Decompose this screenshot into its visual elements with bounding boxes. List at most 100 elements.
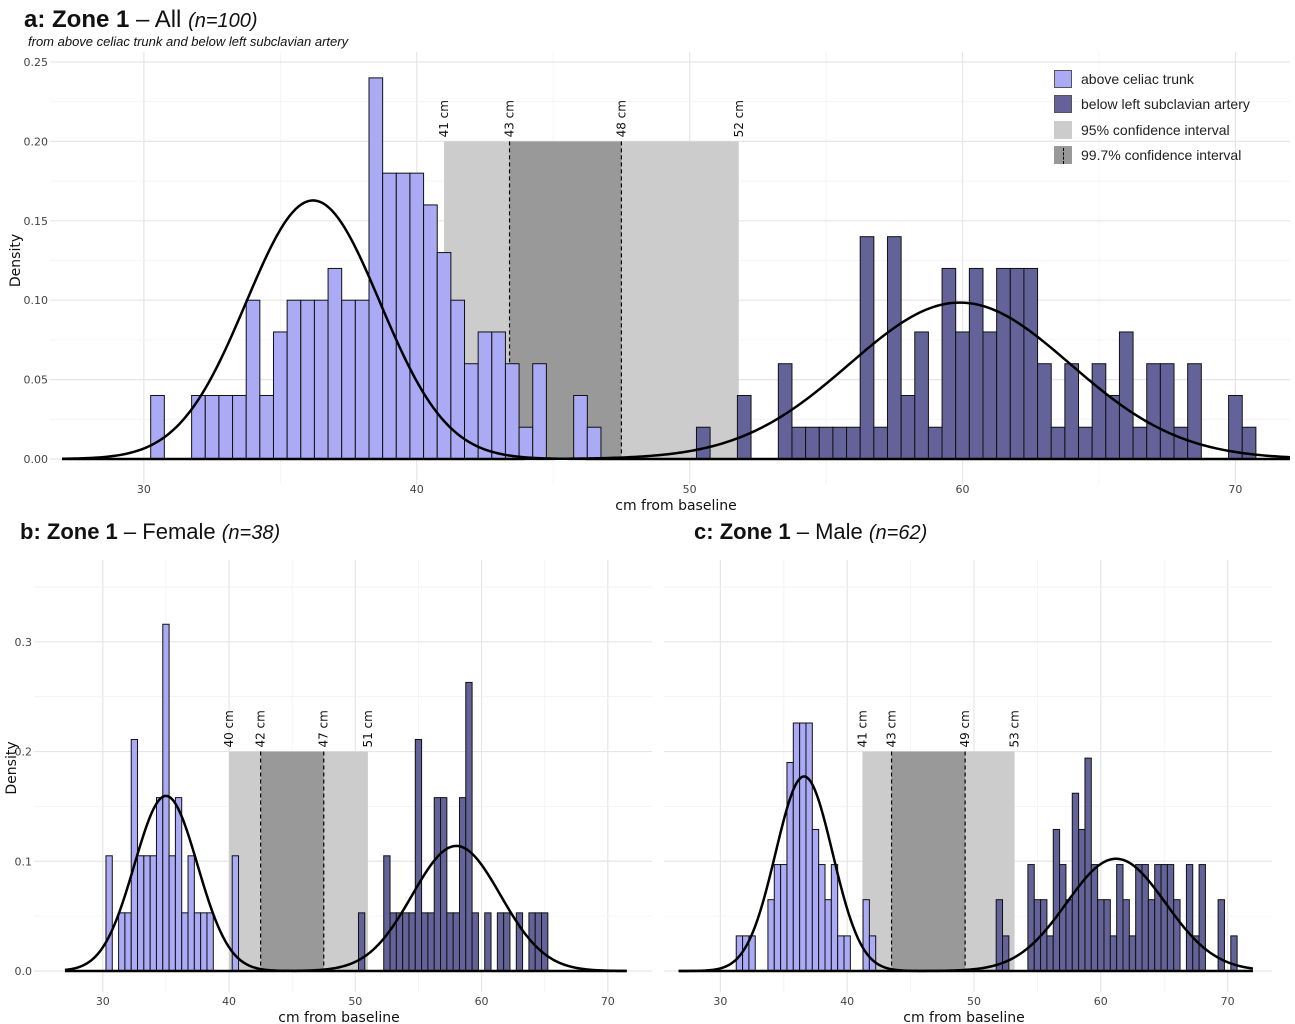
- panel-a-y-tick-label: 0.15: [24, 215, 49, 228]
- panel-a-bar-above: [313, 299, 329, 460]
- legend-item-above: above celiac trunk: [1054, 66, 1250, 92]
- panel-a-bar-above: [286, 299, 302, 460]
- panel-a-bar-above: [327, 267, 343, 460]
- panel-c-bar-below: [1166, 864, 1175, 972]
- panel-a-bar-below: [805, 426, 820, 460]
- legend-swatch-ci95: [1054, 120, 1072, 139]
- panel-a-bar-below: [832, 426, 848, 460]
- panel-c-bar-above: [862, 899, 870, 972]
- panel-a-bar-below: [1228, 394, 1243, 460]
- panel-a-bar-below: [982, 331, 998, 460]
- panel-b-y-tick-label: 0.2: [15, 746, 33, 759]
- panel-a-bar-below: [1064, 363, 1080, 460]
- panel-c-bar-above: [811, 828, 820, 972]
- panel-b-bar-below: [484, 912, 492, 972]
- panel-a-bar-below: [996, 267, 1011, 460]
- panel-a-ci-label: 43 cm: [503, 100, 517, 137]
- panel-b-bar-below: [446, 912, 454, 972]
- panel-a-bar-above: [232, 394, 247, 460]
- panel-b-y-axis-title: Density: [4, 741, 20, 794]
- panel-b-x-tick-label: 40: [222, 995, 236, 1008]
- panel-a-ci-label: 48 cm: [614, 100, 628, 137]
- panel-c-n: (n=62): [868, 522, 928, 544]
- panel-a-y-tick-label: 0.10: [24, 294, 49, 307]
- panel-b-bar-above: [137, 855, 145, 972]
- panel-a-ci-label: 52 cm: [732, 100, 746, 137]
- legend-swatch-above: [1054, 69, 1072, 88]
- panel-a-title: a: Zone 1 – All (n=100): [24, 6, 258, 34]
- panel-c-zone: Zone 1: [719, 519, 791, 544]
- panel-a-y-tick-label: 0.00: [24, 453, 49, 466]
- legend-swatch-below: [1054, 95, 1072, 114]
- panel-b-bar-above: [181, 912, 189, 972]
- panel-a-ci-label: 41 cm: [437, 100, 451, 137]
- panel-a-bar-above: [204, 394, 220, 460]
- panel-a-bar-below: [927, 426, 943, 460]
- panel-a-bar-above: [259, 394, 274, 460]
- panel-b-ci-label: 42 cm: [254, 710, 268, 747]
- panel-a-bar-below: [818, 426, 834, 460]
- panel-a-bar-below: [968, 267, 984, 460]
- panel-c-bar-below: [1128, 935, 1137, 972]
- panel-a-y-tick-label: 0.05: [24, 374, 49, 387]
- panel-a-dash: –: [129, 6, 155, 33]
- panel-a-bar-below: [886, 236, 902, 460]
- panel-a-bar-above: [245, 299, 261, 460]
- panel-b-bar-above: [118, 912, 126, 972]
- panel-a-x-tick-label: 40: [410, 483, 424, 496]
- panel-a-zone: Zone 1: [52, 6, 130, 33]
- panel-b-bar-below: [433, 797, 442, 972]
- panel-a-bar-below: [1173, 426, 1189, 460]
- panel-b-bar-below: [357, 912, 366, 972]
- panel-a-bar-below: [791, 426, 807, 460]
- panel-a-bar-below: [695, 426, 711, 460]
- panel-c-bar-above: [792, 722, 801, 972]
- legend-label-ci997: 99.7% confidence interval: [1081, 147, 1242, 164]
- legend-label-above: above celiac trunk: [1081, 70, 1194, 87]
- panel-a-density-curve-below: [62, 301, 1291, 461]
- panel-b-x-tick-label: 60: [475, 995, 489, 1008]
- panel-c-bar-below: [1173, 899, 1181, 972]
- panel-a-bar-above: [218, 394, 234, 460]
- panel-c-ci997-band: [891, 751, 966, 971]
- panel-b-bar-above: [200, 912, 208, 972]
- panel-c-title: c: Zone 1 – Male (n=62): [694, 519, 927, 545]
- panel-a-bar-below: [1132, 426, 1148, 460]
- panel-a-y-tick-label: 0.20: [24, 135, 49, 148]
- panel-a-bar-below: [1105, 394, 1120, 460]
- panel-b-bar-below: [503, 912, 511, 972]
- panel-b-bar-below: [402, 912, 410, 972]
- panel-c-x-axis-title: cm from baseline: [903, 1010, 1024, 1024]
- panel-c-bar-above: [830, 864, 839, 972]
- panel-c-bar-above: [805, 722, 813, 972]
- panel-a-bar-below: [941, 267, 957, 460]
- panel-c-x-tick-label: 70: [1221, 995, 1235, 1008]
- panel-a-bar-below: [955, 331, 970, 460]
- panel-a-bar-below: [846, 426, 861, 460]
- panel-b-bar-above: [187, 855, 195, 972]
- panel-a-bar-above: [586, 426, 602, 460]
- panel-c-bar-below: [1002, 935, 1010, 972]
- panel-c-bar-below: [1090, 864, 1099, 972]
- panel-b-bar-below: [414, 738, 423, 972]
- panel-c-bar-below: [1103, 899, 1111, 972]
- panel-b-x-tick-label: 50: [348, 995, 362, 1008]
- panel-b-bar-above: [105, 855, 113, 972]
- panel-a-bar-above: [272, 331, 288, 460]
- panel-a-bar-above: [300, 299, 315, 460]
- panel-a-bar-below: [1078, 426, 1093, 460]
- panel-c-bar-above: [799, 722, 807, 972]
- panel-b-bar-above: [149, 855, 157, 972]
- panel-a-y-axis-title: Density: [8, 234, 24, 287]
- panel-c-label: c:: [694, 519, 714, 544]
- panel-a-ci997-band: [509, 141, 622, 459]
- panel-c-bar-below: [1071, 792, 1080, 972]
- panel-b-ci-label: 51 cm: [361, 710, 375, 747]
- panel-c-bar-below: [1059, 864, 1067, 972]
- panel-c-ci-label: 53 cm: [1008, 710, 1022, 747]
- panel-b-bar-below: [496, 912, 505, 972]
- legend-item-below: below left subclavian artery: [1054, 92, 1250, 118]
- panel-a-x-tick-label: 60: [956, 483, 970, 496]
- panel-b-y-tick-label: 0.1: [15, 855, 33, 868]
